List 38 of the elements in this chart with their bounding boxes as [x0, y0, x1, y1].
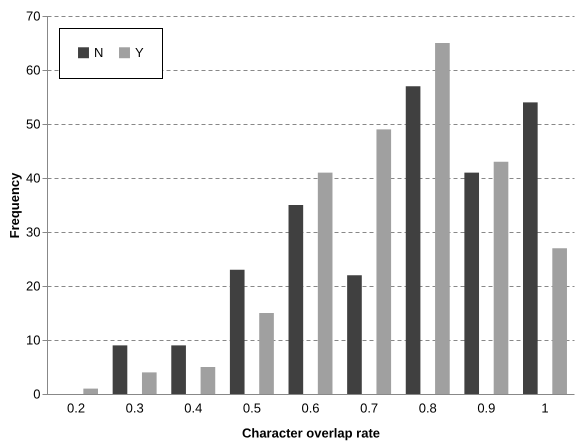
y-tick-label: 70 — [26, 8, 40, 24]
bar — [83, 388, 98, 394]
x-tick-label: 0.6 — [301, 400, 320, 416]
y-tick-label: 50 — [26, 116, 40, 132]
bar — [230, 270, 245, 394]
bar — [376, 129, 392, 394]
bar — [318, 172, 332, 394]
x-tick-label: 0.8 — [418, 400, 437, 416]
y-tick-label: 10 — [26, 332, 40, 348]
y-axis-title: Frequency — [7, 172, 22, 238]
x-tick-label: 0.7 — [360, 400, 378, 416]
bar — [494, 162, 508, 394]
y-tick-label: 20 — [26, 278, 40, 294]
bar — [435, 43, 450, 394]
x-tick-label: 0.5 — [242, 400, 261, 416]
bar — [200, 367, 216, 394]
bar — [112, 345, 128, 394]
bar — [259, 313, 274, 394]
x-axis-title: Character overlap rate — [242, 426, 380, 440]
bar — [142, 372, 157, 394]
x-tick-label: 0.9 — [477, 400, 496, 416]
legend-label: Y — [135, 44, 144, 60]
bar — [552, 248, 567, 394]
legend-label: N — [94, 44, 104, 60]
x-tick-label: 1 — [541, 400, 549, 416]
bar — [464, 172, 480, 394]
x-tick-label: 0.2 — [66, 400, 86, 416]
y-tick-label: 40 — [26, 170, 40, 186]
bar — [171, 345, 186, 394]
bar — [288, 205, 304, 394]
x-tick-label: 0.3 — [126, 400, 144, 416]
bar — [347, 275, 362, 394]
bar — [523, 102, 538, 394]
y-tick-label: 0 — [33, 386, 40, 402]
bar — [406, 86, 420, 394]
y-tick-label: 30 — [26, 224, 40, 240]
y-tick-label: 60 — [26, 62, 40, 78]
x-tick-label: 0.4 — [184, 400, 202, 416]
